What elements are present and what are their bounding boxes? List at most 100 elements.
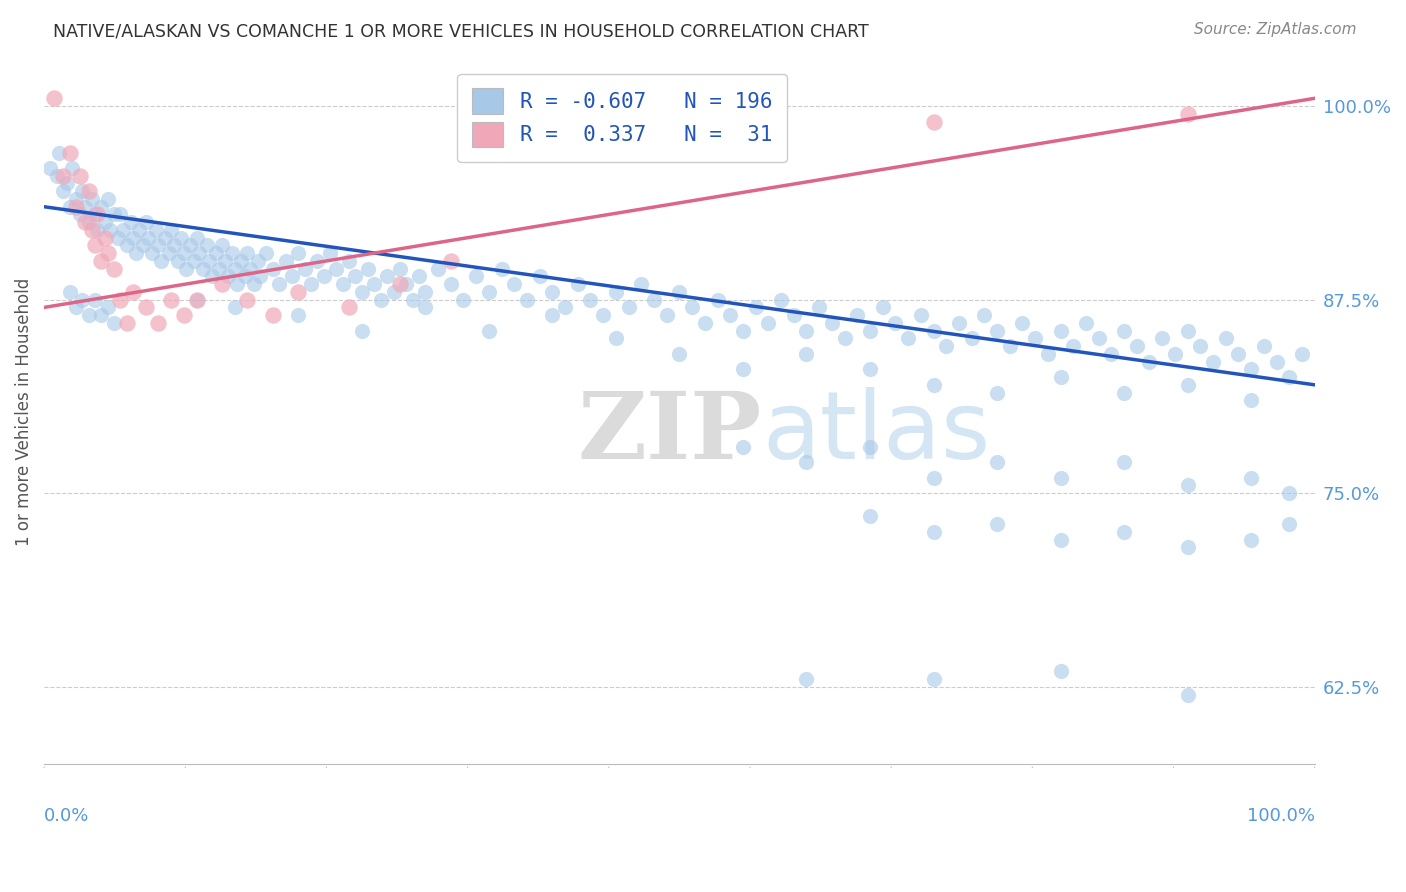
Point	[744, 301, 766, 315]
Point	[1049, 471, 1071, 485]
Point	[922, 324, 945, 338]
Point	[236, 246, 259, 260]
Point	[246, 254, 269, 268]
Point	[1278, 486, 1301, 500]
Point	[357, 261, 380, 276]
Point	[1074, 316, 1097, 330]
Point	[128, 223, 150, 237]
Point	[846, 308, 869, 322]
Point	[567, 277, 589, 292]
Point	[77, 215, 100, 229]
Point	[693, 316, 716, 330]
Point	[1011, 316, 1033, 330]
Point	[110, 207, 132, 221]
Point	[808, 301, 831, 315]
Point	[630, 277, 652, 292]
Point	[1291, 347, 1313, 361]
Point	[224, 261, 246, 276]
Point	[617, 301, 640, 315]
Point	[60, 161, 83, 175]
Point	[408, 269, 430, 284]
Point	[948, 316, 970, 330]
Point	[103, 261, 125, 276]
Point	[217, 269, 239, 284]
Point	[319, 246, 342, 260]
Point	[413, 301, 436, 315]
Point	[179, 238, 201, 252]
Point	[97, 192, 120, 206]
Point	[103, 316, 125, 330]
Point	[124, 246, 146, 260]
Point	[643, 293, 665, 307]
Point	[655, 308, 678, 322]
Point	[922, 524, 945, 539]
Point	[897, 331, 920, 345]
Point	[103, 207, 125, 221]
Point	[90, 308, 112, 322]
Point	[337, 301, 360, 315]
Point	[973, 308, 995, 322]
Point	[86, 207, 108, 221]
Point	[84, 293, 107, 307]
Y-axis label: 1 or more Vehicles in Household: 1 or more Vehicles in Household	[15, 277, 32, 546]
Point	[998, 339, 1021, 353]
Point	[135, 301, 157, 315]
Point	[122, 285, 145, 299]
Point	[325, 261, 347, 276]
Point	[111, 223, 134, 237]
Point	[731, 362, 754, 376]
Point	[1062, 339, 1084, 353]
Point	[132, 238, 155, 252]
Point	[262, 261, 284, 276]
Point	[605, 331, 627, 345]
Point	[186, 293, 208, 307]
Point	[370, 293, 392, 307]
Point	[821, 316, 844, 330]
Point	[1112, 524, 1135, 539]
Point	[363, 277, 385, 292]
Point	[960, 331, 983, 345]
Point	[312, 269, 335, 284]
Point	[249, 269, 271, 284]
Point	[1227, 347, 1250, 361]
Point	[554, 301, 576, 315]
Point	[413, 285, 436, 299]
Point	[1189, 339, 1212, 353]
Point	[592, 308, 614, 322]
Text: NATIVE/ALASKAN VS COMANCHE 1 OR MORE VEHICLES IN HOUSEHOLD CORRELATION CHART: NATIVE/ALASKAN VS COMANCHE 1 OR MORE VEH…	[53, 22, 869, 40]
Point	[214, 254, 236, 268]
Point	[97, 301, 120, 315]
Text: 0.0%: 0.0%	[44, 806, 90, 824]
Point	[183, 254, 205, 268]
Point	[337, 254, 360, 268]
Point	[97, 246, 120, 260]
Point	[299, 277, 322, 292]
Point	[58, 285, 80, 299]
Point	[204, 246, 226, 260]
Point	[84, 238, 107, 252]
Point	[163, 238, 186, 252]
Point	[1177, 541, 1199, 555]
Point	[922, 471, 945, 485]
Point	[115, 316, 138, 330]
Point	[986, 324, 1008, 338]
Point	[166, 254, 188, 268]
Point	[148, 316, 170, 330]
Point	[770, 293, 793, 307]
Point	[541, 308, 564, 322]
Point	[52, 184, 75, 198]
Point	[173, 308, 195, 322]
Legend: R = -0.607   N = 196, R =  0.337   N =  31: R = -0.607 N = 196, R = 0.337 N = 31	[457, 73, 787, 161]
Point	[94, 230, 117, 244]
Point	[226, 277, 249, 292]
Point	[135, 215, 157, 229]
Point	[453, 293, 475, 307]
Point	[859, 362, 882, 376]
Point	[1164, 347, 1187, 361]
Point	[236, 293, 259, 307]
Point	[90, 200, 112, 214]
Point	[120, 215, 142, 229]
Point	[796, 455, 818, 469]
Point	[287, 308, 309, 322]
Point	[256, 246, 278, 260]
